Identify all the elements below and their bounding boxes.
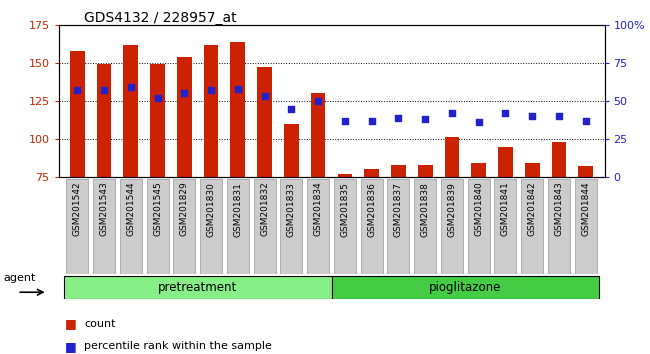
Bar [174, 179, 195, 274]
Text: GSM201543: GSM201543 [99, 182, 109, 236]
Bar [364, 170, 379, 177]
Bar [495, 179, 517, 274]
Bar [120, 179, 142, 274]
Point [527, 113, 538, 119]
Text: GSM201833: GSM201833 [287, 182, 296, 236]
Bar [521, 179, 543, 274]
Point [152, 95, 162, 101]
Bar [525, 163, 540, 177]
Text: GSM201830: GSM201830 [207, 182, 216, 236]
Bar [284, 124, 299, 177]
Point [179, 90, 190, 96]
Text: GSM201832: GSM201832 [260, 182, 269, 236]
Text: GSM201542: GSM201542 [73, 182, 82, 236]
Bar [150, 64, 165, 177]
Bar [97, 64, 111, 177]
Point [313, 98, 323, 104]
Bar [227, 179, 249, 274]
Bar [231, 41, 245, 177]
Bar [177, 57, 192, 177]
Bar [64, 275, 332, 299]
Point [259, 93, 270, 99]
Point [286, 105, 296, 111]
Text: GSM201843: GSM201843 [554, 182, 564, 236]
Text: GSM201839: GSM201839 [447, 182, 456, 236]
Point [420, 116, 430, 122]
Text: GSM201840: GSM201840 [474, 182, 483, 236]
Text: GSM201842: GSM201842 [528, 182, 537, 236]
Text: GSM201836: GSM201836 [367, 182, 376, 236]
Bar [441, 179, 463, 274]
Text: ■: ■ [65, 340, 77, 353]
Point [393, 115, 404, 120]
Point [125, 84, 136, 90]
Bar [468, 179, 489, 274]
Bar [200, 179, 222, 274]
Bar [361, 179, 383, 274]
Point [340, 118, 350, 124]
Text: count: count [84, 319, 116, 329]
Point [99, 87, 109, 93]
Text: ■: ■ [65, 318, 77, 330]
Bar [93, 179, 115, 274]
Bar [334, 179, 356, 274]
Text: GSM201545: GSM201545 [153, 182, 162, 236]
Text: GSM201835: GSM201835 [341, 182, 350, 236]
Point [500, 110, 511, 116]
Text: GSM201829: GSM201829 [180, 182, 188, 236]
Bar [146, 179, 168, 274]
Text: GSM201837: GSM201837 [394, 182, 403, 236]
Text: agent: agent [3, 273, 36, 283]
Bar [332, 275, 599, 299]
Text: GSM201838: GSM201838 [421, 182, 430, 236]
Bar [124, 45, 138, 177]
Bar [578, 166, 593, 177]
Text: pioglitazone: pioglitazone [429, 281, 502, 293]
Bar [548, 179, 570, 274]
Text: GSM201831: GSM201831 [233, 182, 242, 236]
Bar [552, 142, 566, 177]
Bar [498, 147, 513, 177]
Bar [311, 93, 326, 177]
Bar [445, 137, 460, 177]
Point [554, 113, 564, 119]
Point [72, 87, 83, 93]
Bar [391, 165, 406, 177]
Point [580, 118, 591, 124]
Point [473, 119, 484, 125]
Bar [418, 165, 432, 177]
Text: GSM201844: GSM201844 [581, 182, 590, 236]
Bar [66, 179, 88, 274]
Bar [414, 179, 436, 274]
Bar [307, 179, 329, 274]
Point [367, 118, 377, 124]
Text: GDS4132 / 228957_at: GDS4132 / 228957_at [84, 11, 237, 25]
Bar [70, 51, 84, 177]
Point [233, 86, 243, 92]
Text: pretreatment: pretreatment [158, 281, 237, 293]
Point [447, 110, 457, 116]
Bar [471, 163, 486, 177]
Bar [203, 45, 218, 177]
Bar [337, 174, 352, 177]
Bar [280, 179, 302, 274]
Bar [575, 179, 597, 274]
Bar [257, 67, 272, 177]
Point [206, 87, 216, 93]
Text: GSM201544: GSM201544 [126, 182, 135, 236]
Bar [387, 179, 410, 274]
Text: GSM201834: GSM201834 [313, 182, 322, 236]
Bar [254, 179, 276, 274]
Text: GSM201841: GSM201841 [501, 182, 510, 236]
Text: percentile rank within the sample: percentile rank within the sample [84, 341, 272, 351]
